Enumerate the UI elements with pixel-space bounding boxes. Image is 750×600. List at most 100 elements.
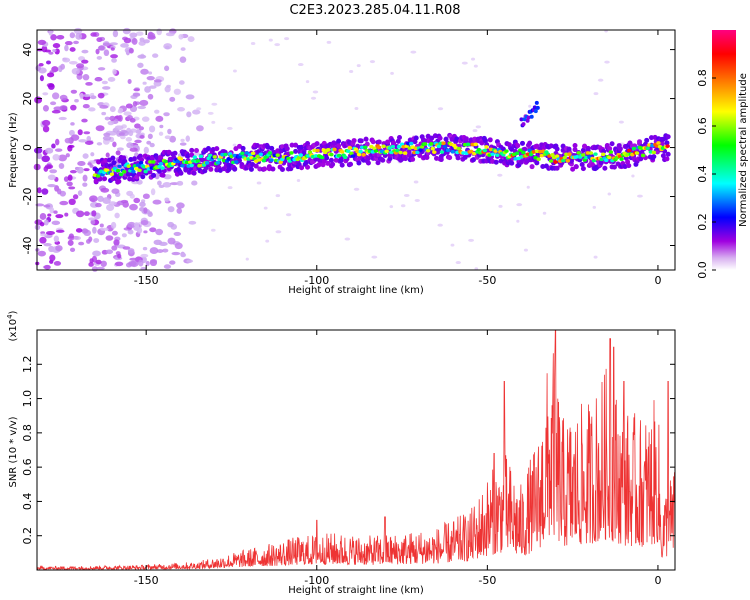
spectrogram-cell [430, 146, 435, 151]
spectrogram-x-tick-label: -50 [478, 274, 496, 287]
snr-y-tick-label: 0.4 [21, 493, 34, 511]
spectrogram-noise-cell [36, 153, 43, 160]
colorbar: 0.0 0.2 0.4 0.6 0.8 Normalized spectral ampl… [696, 30, 749, 279]
spectrogram-noise-cell [128, 130, 134, 137]
spectrogram-cell [298, 153, 303, 157]
spectrogram-noise-cell [102, 86, 111, 90]
spectrogram-cell [515, 143, 521, 149]
spectrogram-cell [385, 139, 391, 145]
spectrogram-noise-cell [139, 135, 145, 139]
spectrogram-noise-cell [88, 261, 94, 267]
spectrogram-noise-cell [72, 194, 79, 200]
spectrogram-cell [232, 166, 238, 172]
spectrogram-noise-cell [33, 147, 43, 154]
spectrogram-y-tick-label: 0 [21, 144, 34, 151]
colorbar-label: Normalized spectral amplitude [738, 73, 749, 227]
spectrogram-cell [550, 152, 555, 157]
spectrogram-cell [566, 146, 572, 152]
spectrogram-cell [178, 157, 184, 161]
spectrogram-cell [109, 172, 115, 176]
spectrogram-cell [422, 142, 428, 146]
spectrogram-noise-cell [93, 238, 100, 244]
spectrogram-cell [356, 152, 362, 157]
spectrogram-noise-cell [149, 259, 158, 264]
spectrogram-noise-cell [64, 137, 72, 144]
spectrogram-cell [126, 164, 131, 169]
spectrogram-noise-cell [125, 137, 133, 142]
spectrogram-noise-cell [39, 75, 44, 82]
spectrogram-noise-cell [111, 188, 120, 194]
spectrogram-cell [437, 135, 443, 141]
snr-y-tick-label: 1.2 [21, 356, 34, 374]
spectrogram-noise-cell [256, 181, 262, 185]
spectrogram-noise-cell [497, 173, 503, 177]
spectrogram-cell [118, 172, 124, 177]
spectrogram-cell [346, 149, 351, 153]
spectrogram-noise-cell [117, 114, 123, 122]
spectrogram-noise-cell [73, 40, 79, 45]
spectrogram-noise-cell [169, 135, 176, 143]
spectrogram-noise-cell [55, 138, 60, 146]
spectrogram-noise-cell [275, 230, 282, 234]
spectrogram-noise-cell [135, 129, 142, 134]
spectrogram-noise-cell [62, 57, 71, 63]
spectrogram-noise-cell [180, 138, 185, 143]
spectrogram-noise-cell [122, 246, 131, 250]
spectrogram-noise-cell [43, 204, 51, 208]
spectrogram-noise-cell [171, 251, 181, 256]
spectrogram-noise-cell [81, 49, 89, 54]
spectrogram-noise-cell [132, 92, 141, 97]
spectrogram-noise-cell [177, 107, 186, 112]
spectrogram-noise-cell [173, 231, 182, 236]
spectrogram-noise-cell [164, 197, 170, 203]
spectrogram-cell [532, 105, 537, 110]
spectrogram-noise-cell [82, 182, 88, 187]
spectrogram-noise-cell [135, 31, 144, 36]
spectrogram-noise-cell [112, 30, 119, 38]
spectrogram-noise-cell [284, 37, 290, 41]
spectrogram-cell [456, 146, 462, 151]
spectrogram-noise-cell [83, 211, 90, 217]
spectrogram-cell [579, 161, 585, 167]
spectrogram-noise-cell [92, 250, 101, 257]
spectrogram-noise-cell [178, 33, 184, 40]
spectrogram-cell [519, 140, 525, 146]
spectrogram-cell [396, 144, 402, 149]
spectrogram-cell [645, 146, 650, 151]
spectrogram-y-tick-label: -20 [21, 188, 34, 206]
spectrogram-noise-cell [68, 233, 74, 239]
spectrogram-cell [424, 155, 430, 161]
spectrogram-noise-cell [604, 60, 610, 64]
spectrogram-cell [384, 149, 389, 154]
spectrogram-noise-cell [37, 187, 42, 194]
spectrogram-noise-cell [245, 257, 249, 261]
spectrogram-noise-cell [73, 27, 83, 35]
spectrogram-noise-cell [185, 135, 190, 142]
spectrogram-cell [533, 109, 538, 114]
spectrogram-cell [244, 151, 250, 155]
spectrogram-noise-cell [152, 199, 162, 205]
spectrogram-noise-cell [118, 107, 124, 113]
spectrogram-noise-cell [593, 255, 598, 259]
spectrogram-noise-cell [369, 60, 376, 64]
spectrogram-cell [627, 148, 632, 153]
spectrogram-cell [473, 142, 478, 147]
spectrogram-noise-cell [159, 124, 164, 129]
spectrogram-noise-cell [141, 116, 150, 122]
spectrogram-noise-cell [637, 194, 643, 198]
spectrogram-cell [328, 157, 334, 163]
spectrogram-noise-cell [47, 83, 55, 90]
spectrogram-noise-cell [158, 184, 165, 188]
spectrogram-noise-cell [43, 242, 52, 247]
spectrogram-noise-cell [155, 228, 164, 236]
spectrogram-noise-cell [96, 55, 103, 60]
spectrogram-noise-cell [51, 92, 60, 100]
spectrogram-noise-cell [126, 142, 134, 149]
spectrogram-cell [376, 139, 382, 145]
snr-y-tick-label: 0.6 [21, 458, 34, 476]
spectrogram-cell [468, 149, 474, 154]
spectrogram-noise-cell [129, 203, 138, 211]
spectrogram-noise-cell [37, 250, 46, 257]
spectrogram-cell [554, 154, 560, 158]
spectrogram-noise-cell [143, 39, 150, 44]
